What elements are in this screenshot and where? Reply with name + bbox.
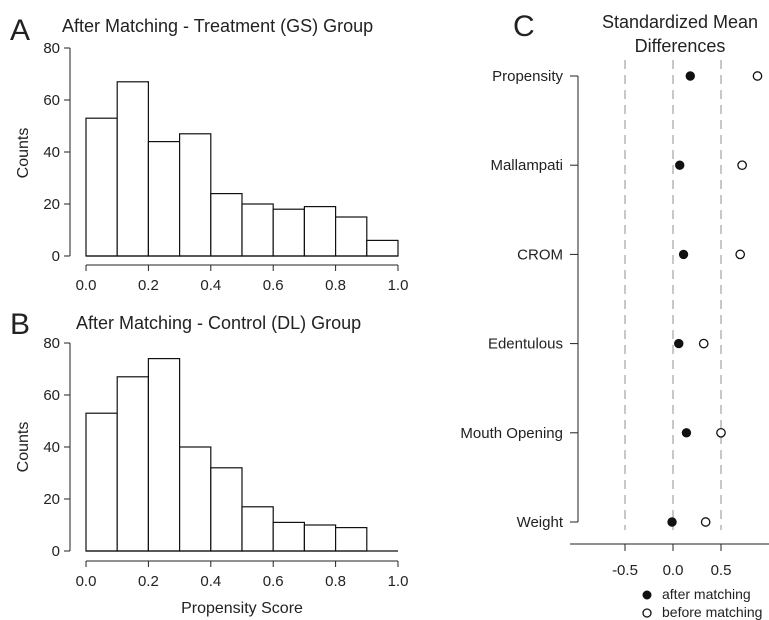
before-matching-point — [698, 338, 709, 349]
x-tick-label: 0.6 — [263, 573, 284, 590]
after-matching-point — [685, 71, 695, 81]
before-matching-point — [716, 427, 726, 438]
histogram-bar — [241, 506, 274, 552]
panel-b-x-axis-label: Propensity Score — [181, 600, 303, 617]
after-matching-point — [678, 249, 689, 260]
y-tick-label: 0 — [52, 543, 60, 560]
x-tick-label: 0.4 — [200, 277, 221, 294]
y-tick-label: 20 — [43, 196, 60, 213]
category-label: Mouth Opening — [460, 425, 563, 442]
before-matching-point — [752, 71, 763, 81]
histogram-bar — [303, 524, 337, 552]
panel-a-bars — [85, 81, 399, 257]
x-tick-label: 0.6 — [263, 277, 284, 294]
x-tick-label: 0.5 — [711, 562, 732, 579]
y-tick-label: 20 — [43, 491, 60, 508]
x-tick-label: -0.5 — [612, 562, 638, 579]
histogram-bar — [303, 206, 337, 257]
histogram-bar — [116, 376, 149, 552]
panel-b-bars — [85, 358, 398, 552]
category-label: CROM — [517, 246, 563, 263]
panel-letter-b: B — [10, 308, 30, 341]
legend-after-marker — [642, 590, 652, 600]
histogram-bar — [147, 141, 181, 257]
panel-c-category-labels: Propensity Mallampati CROM Edentulous Mouth … — [460, 68, 578, 531]
histogram-bar — [210, 467, 243, 552]
panel-a-y-ticks: 0 20 40 60 80 — [43, 40, 70, 265]
panel-letter-c: C — [513, 10, 535, 43]
panel-b-y-axis-label: Counts — [15, 422, 32, 473]
x-tick-label: 0.2 — [138, 277, 159, 294]
histogram-bar — [179, 133, 212, 257]
panel-c-reference-lines — [624, 60, 722, 530]
panel-c-legend: after matching before matching — [642, 586, 762, 620]
y-tick-label: 0 — [52, 248, 60, 265]
histogram-bar — [241, 203, 274, 257]
panel-c-x-ticks: -0.5 0.0 0.5 — [612, 544, 731, 579]
before-matching-point — [735, 249, 746, 260]
before-matching-point — [737, 160, 747, 171]
after-matching-point — [675, 160, 685, 170]
after-matching-point — [674, 338, 684, 349]
x-tick-label: 0.2 — [138, 573, 159, 590]
panel-a-y-axis-label: Counts — [15, 128, 32, 179]
panel-b-title: After Matching - Control (DL) Group — [76, 313, 361, 333]
x-tick-label: 0.8 — [325, 573, 346, 590]
legend-before-marker — [642, 608, 652, 618]
y-tick-label: 80 — [43, 335, 60, 352]
before-matching-point — [700, 517, 711, 527]
x-tick-label: 0.0 — [76, 573, 97, 590]
histogram-bar — [179, 446, 212, 552]
y-tick-label: 60 — [43, 387, 60, 404]
y-tick-label: 40 — [43, 144, 60, 161]
histogram-bar — [272, 208, 306, 257]
x-tick-label: 0.0 — [76, 277, 97, 294]
panel-a-x-ticks: 0.0 0.2 0.4 0.6 0.8 1.0 — [76, 265, 409, 294]
panel-a-title: After Matching - Treatment (GS) Group — [62, 16, 373, 36]
x-tick-label: 0.8 — [325, 277, 346, 294]
x-tick-label: 0.0 — [663, 562, 684, 579]
x-tick-label: 1.0 — [388, 573, 409, 590]
legend-before-label: before matching — [662, 604, 762, 620]
panel-letter-a: A — [10, 14, 30, 47]
y-tick-label: 80 — [43, 40, 60, 57]
histogram-bar — [210, 193, 243, 257]
histogram-bar — [116, 81, 149, 257]
histogram-bar — [272, 521, 306, 552]
panel-c-title-line-1: Standardized Mean — [602, 12, 758, 32]
panel-c: C Standardized Mean Differences Propensi… — [460, 10, 769, 620]
legend-after-label: after matching — [662, 586, 751, 602]
histogram-bar — [147, 358, 181, 552]
after-matching-point — [681, 428, 692, 438]
y-tick-label: 60 — [43, 92, 60, 109]
histogram-bar — [85, 117, 118, 257]
histogram-bar — [85, 412, 118, 552]
panel-b-y-ticks: 0 20 40 60 80 — [43, 335, 70, 560]
category-label: Propensity — [492, 68, 563, 85]
x-tick-label: 0.4 — [200, 573, 221, 590]
panel-c-title-line-2: Differences — [635, 36, 726, 56]
histogram-bar — [335, 216, 368, 257]
panel-b: B After Matching - Control (DL) Group Co… — [10, 308, 408, 617]
x-tick-label: 1.0 — [388, 277, 409, 294]
panel-b-x-ticks: 0.0 0.2 0.4 0.6 0.8 1.0 — [76, 561, 409, 590]
category-label: Mallampati — [490, 157, 563, 174]
category-label: Edentulous — [488, 336, 563, 353]
histogram-bar — [366, 239, 399, 257]
panel-a: A After Matching - Treatment (GS) Group … — [10, 14, 408, 294]
histogram-bar — [335, 526, 368, 552]
panel-c-points — [667, 71, 763, 527]
after-matching-point — [667, 517, 677, 527]
y-tick-label: 40 — [43, 439, 60, 456]
category-label: Weight — [517, 514, 564, 531]
